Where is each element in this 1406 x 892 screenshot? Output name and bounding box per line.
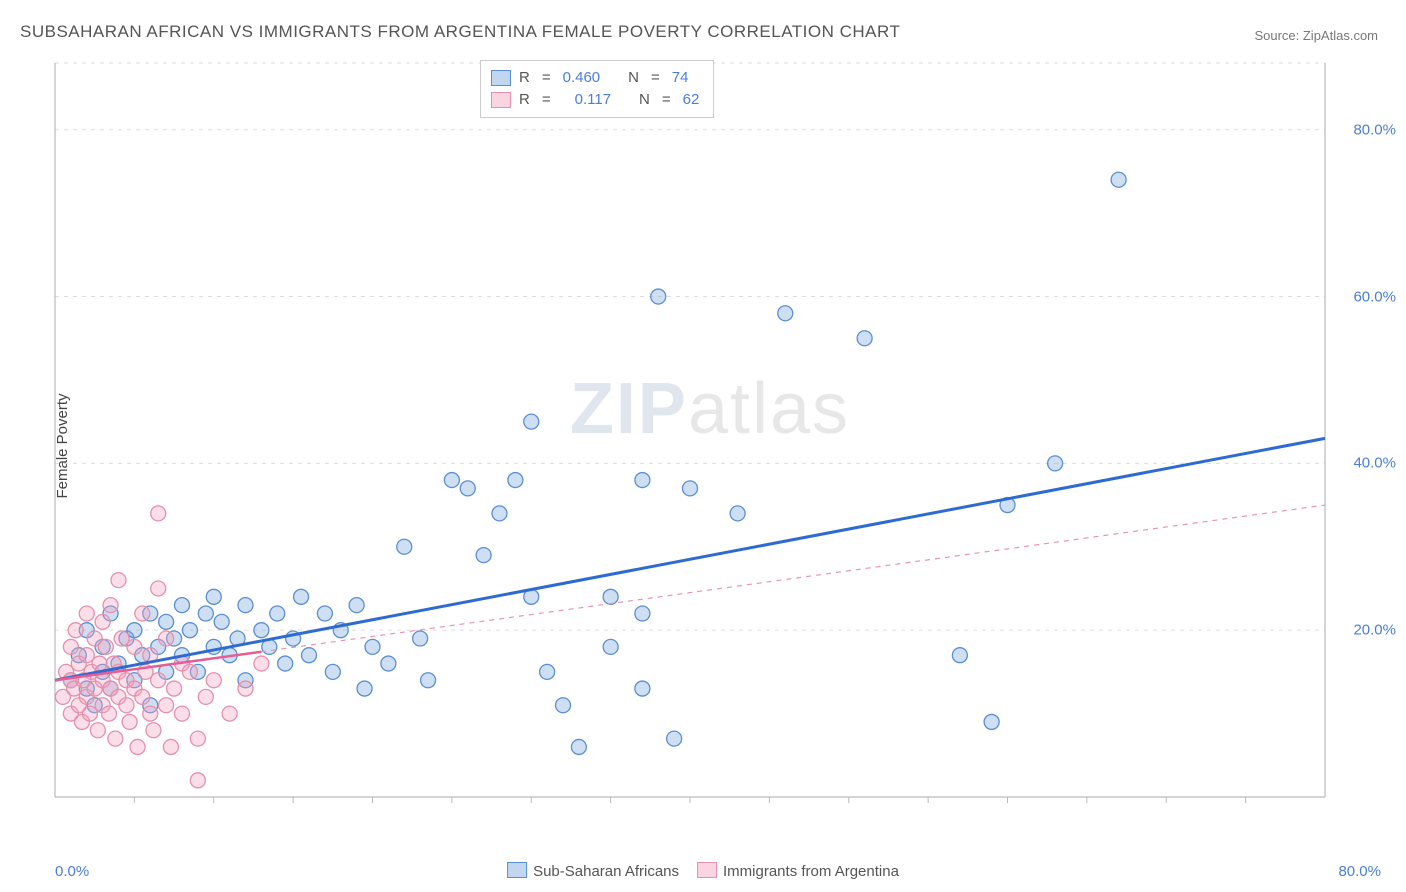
eq-sign: = [647,67,664,89]
corr-row-blue: R = 0.460 N = 74 [491,67,699,89]
r-label: R [519,89,530,111]
r-value-blue: 0.460 [563,67,601,89]
legend-item-blue: Sub-Saharan Africans [507,862,679,880]
x-tick-min: 0.0% [55,863,89,880]
legend-label-pink: Immigrants from Argentina [723,863,899,880]
corr-swatch-pink [491,92,511,108]
scatter-plot-svg [50,55,1370,825]
y-tick-label: 60.0% [1353,288,1396,305]
plot-area: ZIPatlas [50,55,1370,825]
chart-title: SUBSAHARAN AFRICAN VS IMMIGRANTS FROM AR… [20,22,900,42]
r-value-pink: 0.117 [563,89,611,111]
legend-bottom: Sub-Saharan Africans Immigrants from Arg… [507,862,899,880]
y-tick-label: 40.0% [1353,455,1396,472]
legend-label-blue: Sub-Saharan Africans [533,863,679,880]
legend-swatch-blue [507,862,527,878]
eq-sign: = [538,89,555,111]
n-label: N [628,67,639,89]
y-tick-label: 20.0% [1353,622,1396,639]
chart-container: SUBSAHARAN AFRICAN VS IMMIGRANTS FROM AR… [0,0,1406,892]
legend-item-pink: Immigrants from Argentina [697,862,899,880]
corr-row-pink: R = 0.117 N = 62 [491,89,699,111]
eq-sign: = [658,89,675,111]
eq-sign: = [538,67,555,89]
correlation-legend: R = 0.460 N = 74 R = 0.117 N = 62 [480,60,714,118]
corr-swatch-blue [491,70,511,86]
r-label: R [519,67,530,89]
legend-swatch-pink [697,862,717,878]
y-tick-label: 80.0% [1353,121,1396,138]
n-value-pink: 62 [683,89,700,111]
x-tick-max: 80.0% [1338,863,1381,880]
chart-source: Source: ZipAtlas.com [1254,28,1378,43]
n-label: N [639,89,650,111]
n-value-blue: 74 [672,67,689,89]
